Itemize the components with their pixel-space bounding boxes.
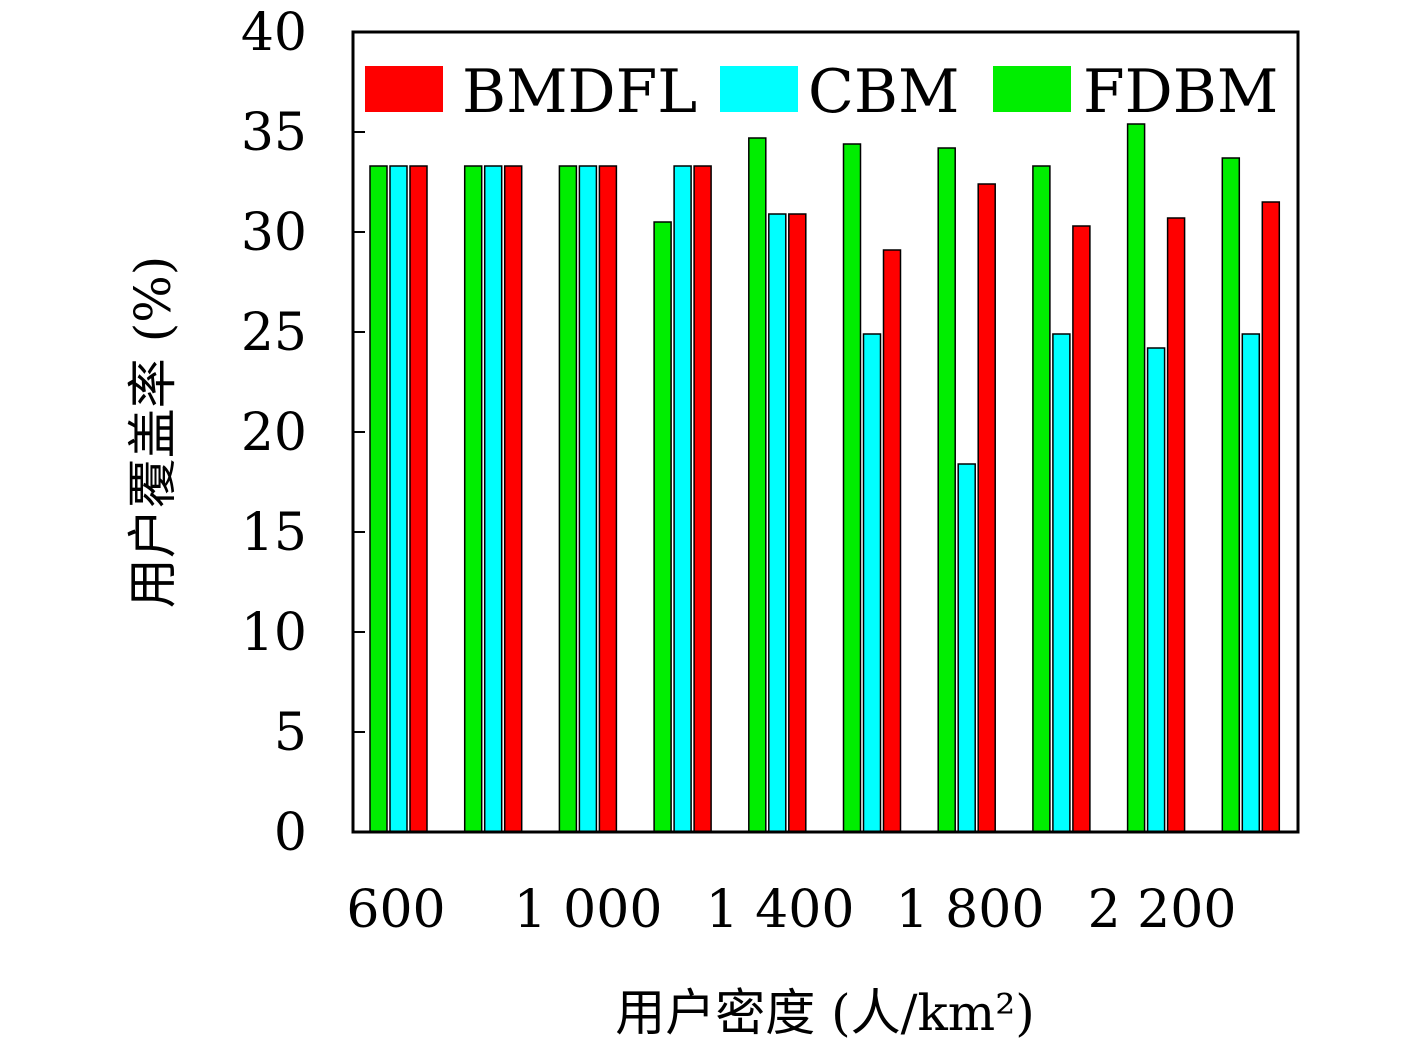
bar-fdbm-9 — [1221, 157, 1241, 833]
plot-frame — [351, 30, 1300, 834]
legend-label-cbm: CBM — [808, 57, 959, 127]
bar-fdbm-1 — [463, 165, 483, 833]
legend: BMDFL CBM FDBM — [365, 57, 1278, 127]
y-tick-label-1: 5 — [274, 703, 307, 763]
y-tick-label-2: 10 — [241, 603, 307, 663]
bar-fdbm-2 — [558, 165, 578, 833]
y-tick-label-7: 35 — [241, 103, 307, 163]
bar-cbm-4 — [768, 213, 787, 833]
bar-cbm-3 — [673, 165, 692, 833]
bar-bmdfl-7 — [1072, 225, 1091, 833]
y-tick-label-8: 40 — [241, 3, 307, 63]
y-tick-label-3: 15 — [241, 503, 307, 563]
y-tick-label-0: 0 — [274, 803, 307, 863]
x-tick-label-4: 2 200 — [1088, 880, 1237, 940]
y-axis-ticks: 0 5 10 15 20 25 30 35 40 — [241, 3, 365, 863]
bar-fdbm-0 — [369, 165, 388, 833]
bar-bmdfl-6 — [977, 183, 996, 833]
y-tick-label-5: 25 — [241, 303, 307, 363]
y-tick-label-6: 30 — [241, 203, 307, 263]
bar-fdbm-8 — [1126, 123, 1146, 833]
bars-layer — [369, 123, 1281, 833]
x-tick-label-3: 1 800 — [896, 880, 1045, 940]
bar-cbm-6 — [957, 463, 976, 833]
bar-cbm-0 — [389, 165, 408, 833]
legend-label-bmdfl: BMDFL — [462, 57, 697, 127]
legend-swatch-cbm — [720, 66, 798, 112]
x-tick-label-2: 1 400 — [706, 880, 855, 940]
y-tick-label-4: 20 — [241, 403, 307, 463]
bar-fdbm-5 — [842, 143, 862, 833]
bar-cbm-9 — [1241, 333, 1261, 833]
bar-bmdfl-9 — [1261, 201, 1281, 833]
bar-bmdfl-0 — [409, 165, 428, 833]
x-tick-label-0: 600 — [346, 880, 445, 940]
bar-bmdfl-2 — [598, 165, 618, 833]
y-axis-title: 用户覆盖率 (%) — [124, 256, 182, 608]
legend-swatch-fdbm — [993, 66, 1071, 112]
bar-bmdfl-1 — [503, 165, 523, 833]
bar-fdbm-7 — [1032, 165, 1051, 833]
bar-fdbm-3 — [653, 221, 672, 833]
x-tick-label-1: 1 000 — [514, 880, 663, 940]
bar-bmdfl-3 — [693, 165, 712, 833]
legend-swatch-bmdfl — [365, 66, 443, 112]
bar-bmdfl-8 — [1166, 217, 1186, 833]
bar-cbm-2 — [578, 165, 598, 833]
bar-cbm-7 — [1052, 333, 1071, 833]
bar-cbm-5 — [862, 333, 882, 833]
legend-label-fdbm: FDBM — [1083, 57, 1278, 127]
x-axis-ticks: 600 1 000 1 400 1 800 2 200 — [346, 880, 1236, 940]
bar-bmdfl-4 — [788, 213, 807, 833]
bar-bmdfl-5 — [882, 249, 902, 833]
bar-cbm-8 — [1146, 347, 1166, 833]
bar-fdbm-6 — [937, 147, 956, 833]
bar-fdbm-4 — [748, 137, 767, 833]
x-axis-title: 用户密度 (人/km²) — [615, 984, 1035, 1042]
bar-cbm-1 — [483, 165, 503, 833]
